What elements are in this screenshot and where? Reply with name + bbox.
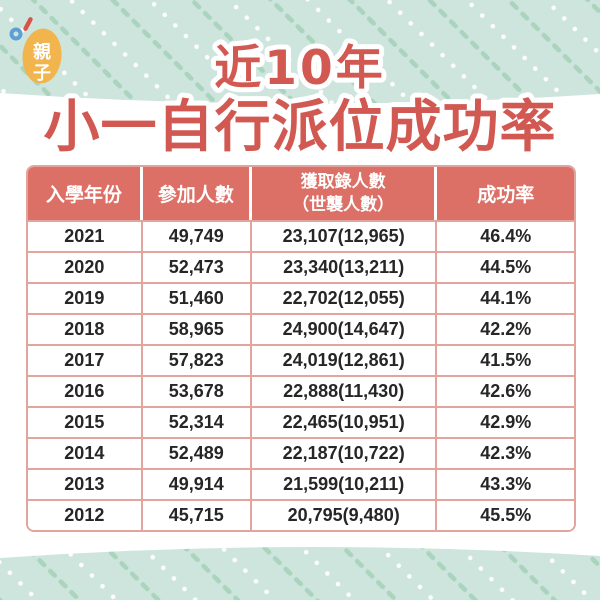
cell-admitted: 22,702(12,055) (251, 282, 438, 313)
cell-year: 2018 (28, 313, 143, 344)
cell-year: 2017 (28, 344, 143, 375)
cell-rate: 44.1% (437, 282, 574, 313)
cell-year: 2013 (28, 468, 143, 499)
data-table: 入學年份 參加人數 獲取錄人數 （世襲人數） 成功率 2021 49,749 2… (28, 167, 574, 530)
cell-participants: 53,678 (142, 375, 252, 406)
cell-rate: 43.3% (437, 468, 574, 499)
cell-admitted: 23,340(13,211) (251, 251, 438, 282)
logo-dash-icon (23, 17, 33, 31)
cell-rate: 41.5% (437, 344, 574, 375)
header-cell-admitted: 獲取錄人數 （世襲人數） (251, 167, 438, 220)
table-row: 2016 53,678 22,888(11,430) 42.6% (28, 375, 574, 406)
cell-rate: 45.5% (437, 499, 574, 530)
cell-year: 2014 (28, 437, 143, 468)
table-row: 2021 49,749 23,107(12,965) 46.4% (28, 220, 574, 251)
cell-year: 2020 (28, 251, 143, 282)
cell-admitted: 22,187(10,722) (251, 437, 438, 468)
cell-admitted: 22,465(10,951) (251, 406, 438, 437)
cell-rate: 46.4% (437, 220, 574, 251)
table-body: 2021 49,749 23,107(12,965) 46.4% 2020 52… (28, 220, 574, 530)
logo-char-2: 子 (33, 63, 51, 84)
header-row: 入學年份 參加人數 獲取錄人數 （世襲人數） 成功率 (28, 167, 574, 220)
cell-admitted: 24,900(14,647) (251, 313, 438, 344)
cell-year: 2012 (28, 499, 143, 530)
header-cell-rate: 成功率 (437, 167, 574, 220)
table-row: 2012 45,715 20,795(9,480) 45.5% (28, 499, 574, 530)
cell-admitted: 20,795(9,480) (251, 499, 438, 530)
cell-participants: 49,914 (142, 468, 252, 499)
logo-egg (22, 28, 62, 84)
cell-admitted: 22,888(11,430) (251, 375, 438, 406)
cell-admitted: 21,599(10,211) (251, 468, 438, 499)
cell-rate: 44.5% (437, 251, 574, 282)
cell-year: 2015 (28, 406, 143, 437)
title-line2: 小一自行派位成功率 (44, 95, 557, 160)
table-row: 2020 52,473 23,340(13,211) 44.5% (28, 251, 574, 282)
header-cell-participants: 參加人數 (142, 167, 252, 220)
table-row: 2015 52,314 22,465(10,951) 42.9% (28, 406, 574, 437)
cell-participants: 57,823 (142, 344, 252, 375)
table-container: 入學年份 參加人數 獲取錄人數 （世襲人數） 成功率 2021 49,749 2… (26, 165, 576, 532)
cell-year: 2019 (28, 282, 143, 313)
cell-participants: 51,460 (142, 282, 252, 313)
logo-ring-icon (9, 27, 23, 41)
title-line1: 近10年 (214, 41, 385, 96)
logo-char-1: 親 (33, 41, 51, 63)
table-row: 2017 57,823 24,019(12,861) 41.5% (28, 344, 574, 375)
bottom-band (0, 546, 600, 600)
cell-rate: 42.2% (437, 313, 574, 344)
cell-participants: 52,314 (142, 406, 252, 437)
table-header: 入學年份 參加人數 獲取錄人數 （世襲人數） 成功率 (28, 167, 574, 220)
cell-year: 2016 (28, 375, 143, 406)
cell-rate: 42.6% (437, 375, 574, 406)
table-row: 2013 49,914 21,599(10,211) 43.3% (28, 468, 574, 499)
cell-admitted: 23,107(12,965) (251, 220, 438, 251)
header-admitted-line1: 獲取錄人數 (300, 172, 386, 192)
cell-participants: 58,965 (142, 313, 252, 344)
top-band (0, 0, 600, 104)
cell-participants: 45,715 (142, 499, 252, 530)
cell-rate: 42.9% (437, 406, 574, 437)
cell-participants: 49,749 (142, 220, 252, 251)
cell-year: 2021 (28, 220, 143, 251)
cell-participants: 52,473 (142, 251, 252, 282)
cell-rate: 42.3% (437, 437, 574, 468)
header-cell-year: 入學年份 (28, 167, 143, 220)
cell-admitted: 24,019(12,861) (251, 344, 438, 375)
header-admitted-line2: （世襲人數） (292, 194, 395, 214)
table-row: 2018 58,965 24,900(14,647) 42.2% (28, 313, 574, 344)
table-row: 2014 52,489 22,187(10,722) 42.3% (28, 437, 574, 468)
table-row: 2019 51,460 22,702(12,055) 44.1% (28, 282, 574, 313)
cell-participants: 52,489 (142, 437, 252, 468)
